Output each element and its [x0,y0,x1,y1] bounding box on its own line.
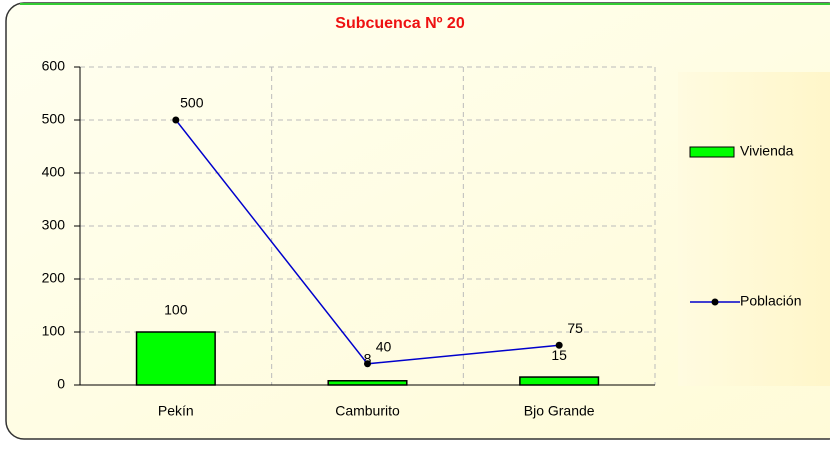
data-label: 40 [376,339,392,355]
bar [327,380,408,386]
y-tick-label: 200 [42,270,66,286]
x-tick-label: Pekín [158,403,194,419]
data-label: 15 [551,347,567,363]
bar [135,331,216,386]
legend-label: Vivienda [740,143,794,159]
point [555,341,563,349]
y-tick-label: 500 [42,111,66,127]
data-label: 75 [567,320,583,336]
chart-title: Subcuenca Nº 20 [335,15,465,32]
y-tick-label: 100 [42,323,66,339]
data-label: 100 [164,302,188,318]
legend-label: Población [740,293,802,309]
x-tick-label: Bjo Grande [524,403,595,419]
y-tick-label: 0 [57,376,65,392]
data-label: 500 [180,95,204,111]
y-tick-label: 600 [42,58,66,74]
bar [519,376,600,386]
legend-box [678,72,830,386]
data-label: 8 [364,350,372,366]
x-tick-label: Camburito [335,403,400,419]
point [172,116,180,124]
point [364,360,371,368]
legend-swatch [689,146,735,158]
legend-swatch-point [711,298,719,306]
y-tick-label: 400 [42,164,66,180]
y-tick-label: 300 [42,217,66,233]
